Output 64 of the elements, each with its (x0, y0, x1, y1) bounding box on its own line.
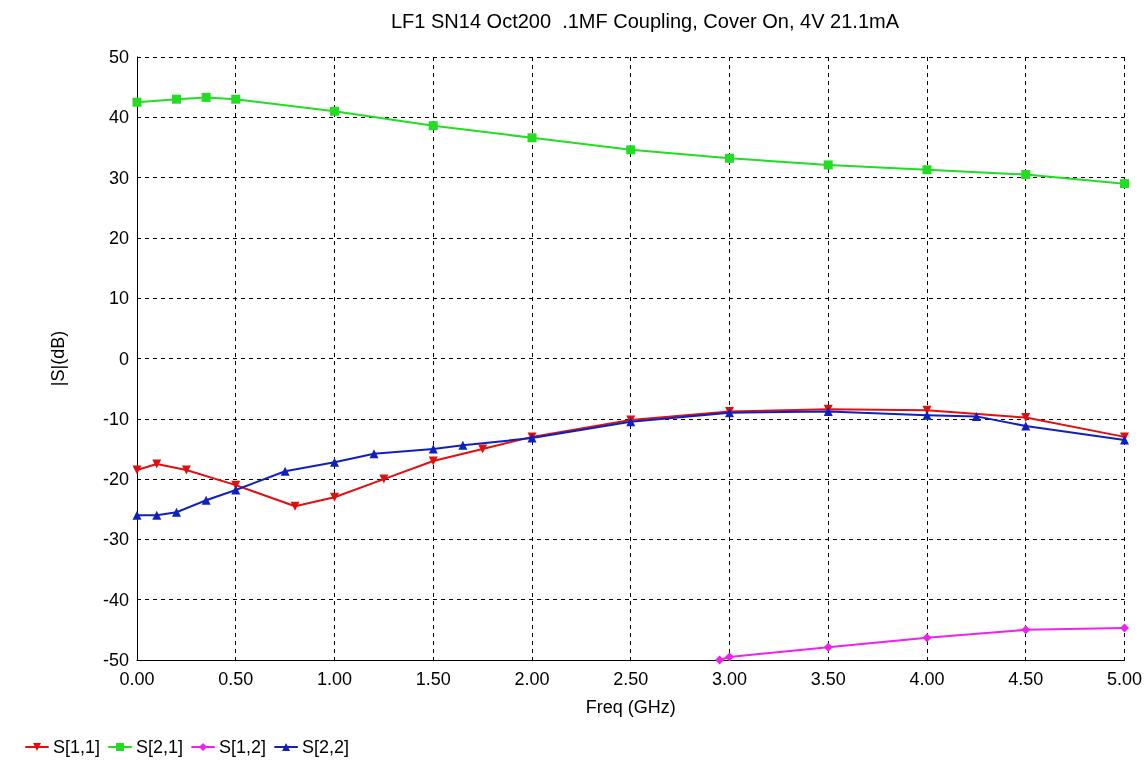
y-tick-label: 40 (108, 107, 129, 128)
x-tick-label: 1.00 (316, 669, 353, 689)
y-tick-label: 10 (108, 288, 129, 309)
point (922, 410, 932, 420)
legend-label: S[2,2] (302, 737, 350, 757)
point (823, 642, 833, 652)
y-tick-label: -50 (102, 650, 129, 670)
point (330, 492, 339, 502)
y-tick-label: 50 (108, 47, 129, 67)
point (330, 457, 339, 467)
legend-label: S[1,1] (53, 737, 101, 757)
point (971, 411, 981, 421)
y-tick-label: -40 (102, 589, 129, 610)
y-axis-title: |S|(dB) (48, 330, 68, 387)
point (280, 466, 290, 476)
point (626, 145, 636, 155)
x-tick-label: 2.50 (613, 669, 649, 689)
point (330, 106, 339, 116)
point (922, 633, 932, 643)
point (478, 444, 488, 454)
y-tick-label: -10 (102, 408, 129, 429)
point (1119, 179, 1129, 189)
point (369, 449, 379, 459)
x-tick-label: 3.50 (810, 669, 846, 689)
x-tick-label: 3.00 (711, 669, 748, 689)
x-tick-label: 0.00 (119, 669, 155, 689)
point (1021, 170, 1031, 180)
x-tick-label: 4.00 (909, 669, 945, 689)
point (132, 510, 142, 520)
x-tick-label: 1.50 (415, 669, 451, 689)
chart-title: LF1 SN14 Oct200 .1MF Coupling, Cover On, 4V 21.1mA (390, 10, 900, 32)
point (152, 510, 162, 520)
legend-label: S[2,1] (136, 737, 184, 757)
point (724, 153, 734, 163)
x-tick-label: 4.50 (1008, 669, 1044, 689)
point (823, 160, 833, 170)
y-tick-label: -20 (102, 469, 129, 490)
point (527, 133, 537, 143)
point (290, 501, 300, 511)
point (172, 507, 181, 517)
x-axis-title: Freq (GHz) (585, 697, 676, 717)
point (715, 655, 725, 665)
point (201, 495, 211, 505)
point (201, 92, 211, 102)
y-tick-label: 30 (108, 167, 129, 188)
point (132, 465, 142, 475)
legend-label: S[1,2] (219, 737, 267, 757)
point (172, 94, 181, 104)
point (1021, 625, 1031, 635)
x-tick-label: 0.50 (218, 669, 254, 689)
point (458, 440, 468, 450)
x-tick-label: 5.00 (1106, 669, 1143, 689)
point (132, 97, 142, 107)
point (1021, 413, 1031, 423)
y-tick-label: 0 (118, 348, 129, 369)
point (1119, 623, 1129, 633)
point (724, 652, 734, 662)
point (231, 94, 241, 104)
y-tick-label: -30 (102, 529, 129, 550)
point (428, 121, 438, 131)
point (1021, 421, 1031, 431)
point (922, 165, 932, 175)
x-tick-label: 2.00 (514, 669, 550, 689)
y-tick-label: 20 (108, 227, 129, 248)
